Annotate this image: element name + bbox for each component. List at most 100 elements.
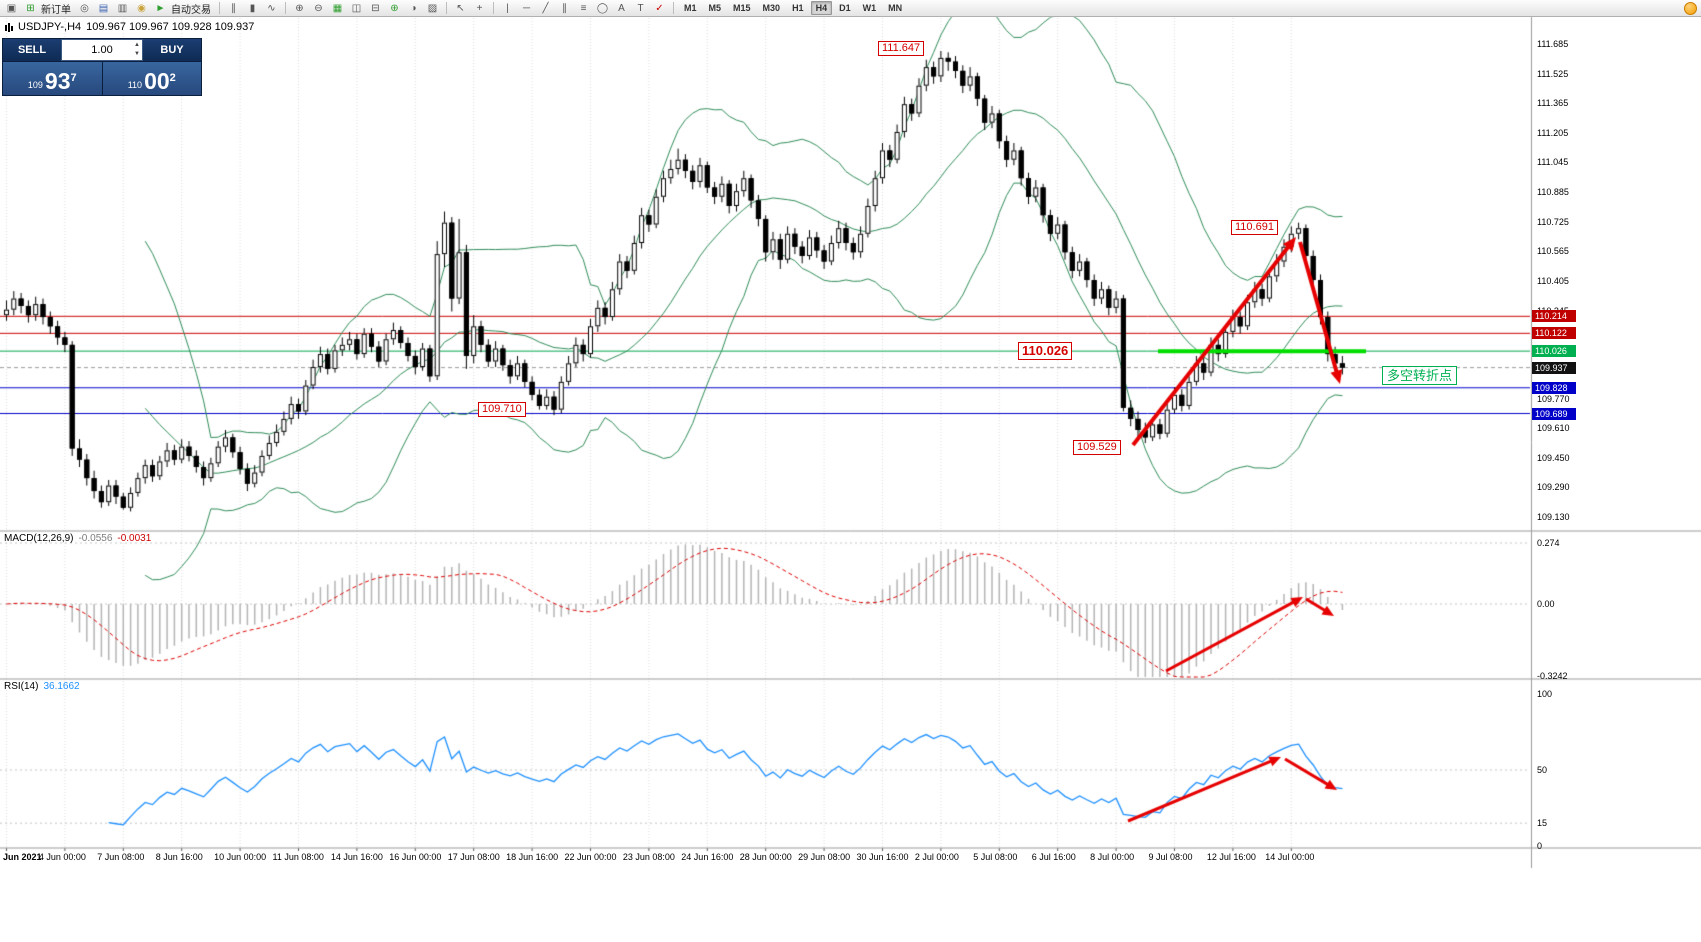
autotrading-button[interactable]: ► [155, 2, 166, 14]
fibonacci-icon[interactable]: ≡ [580, 2, 587, 14]
toolbar-separator [285, 2, 286, 14]
notification-icon[interactable] [1684, 1, 1697, 15]
price-tick: 110.405 [1537, 275, 1569, 286]
timeframe-d1[interactable]: D1 [839, 3, 851, 13]
price-annotation[interactable]: 111.647 [878, 41, 925, 56]
timeframe-m30[interactable]: M30 [762, 3, 781, 13]
macd-scale-tick: 0.274 [1537, 538, 1560, 548]
timeframe-h1[interactable]: H1 [792, 3, 804, 13]
time-tick: 8 Jun 16:00 [155, 852, 203, 862]
zoom-out-icon[interactable]: ⊖ [314, 2, 323, 14]
chart-ohlc-header: USDJPY-,H4 109.967 109.967 109.928 109.9… [4, 21, 254, 33]
price-tick: 110.725 [1537, 216, 1569, 227]
arrows-tool-icon[interactable]: ✓ [655, 2, 664, 14]
time-tick: 30 Jun 16:00 [856, 852, 909, 862]
time-tick: Jun 2021 [3, 852, 42, 862]
turning-point-label[interactable]: 多空转折点 [1382, 366, 1458, 385]
sell-price-prefix: 109 [27, 80, 43, 90]
price-annotation[interactable]: 110.691 [1231, 220, 1278, 235]
sell-button[interactable]: SELL [3, 39, 61, 61]
data-window-icon[interactable]: ▥ [117, 2, 128, 14]
compass-icon[interactable]: ◎ [80, 2, 89, 14]
buy-price-display[interactable]: 110 00 2 [102, 62, 201, 95]
volume-input[interactable] [74, 43, 130, 57]
crosshair-icon[interactable]: + [476, 2, 483, 14]
macd-scale-tick: -0.3242 [1537, 671, 1568, 682]
candlestick-chart-icon[interactable]: ▮ [249, 2, 256, 14]
time-tick: 2 Jul 00:00 [914, 852, 959, 862]
toolbar-buttons: ▣ ⊞ 新订单 ◎ ▤ ▥ ◉ ► 自动交易 ∥ ▮ ∿ ⊕ ⊖ ▦ ◫ ⊟ ⊕ ◑ ▨ ↖ + | ─ ╱ ∥ ≡ ◯ A T ✓ [2, 0, 678, 16]
price-tick: 111.365 [1537, 98, 1569, 109]
timeframe-w1[interactable]: W1 [862, 3, 877, 13]
time-tick: 18 Jun 16:00 [506, 852, 559, 862]
timeframe-mn[interactable]: MN [888, 3, 903, 13]
label-icon[interactable]: T [637, 2, 644, 14]
timeframe-m15[interactable]: M15 [733, 3, 751, 13]
timeframe-buttons: M1 M5 M15 M30 H1 H4 D1 W1 MN [678, 0, 908, 16]
time-tick: 17 Jun 08:00 [447, 852, 500, 862]
time-tick: 12 Jul 16:00 [1206, 852, 1256, 862]
sell-price-display[interactable]: 109 93 7 [3, 62, 103, 95]
text-icon[interactable]: A [618, 2, 625, 14]
time-tick: 22 Jun 00:00 [564, 852, 617, 862]
buy-button[interactable]: BUY [143, 39, 201, 61]
rsi-scale-tick: 0 [1537, 841, 1543, 851]
sell-price-big: 93 [44, 68, 71, 94]
cursor-icon[interactable]: ↖ [456, 2, 465, 14]
shapes-icon[interactable]: ◯ [596, 2, 609, 14]
arrange-windows-icon[interactable]: ⊟ [371, 2, 380, 14]
price-annotation[interactable]: 110.026 [1018, 342, 1073, 360]
trendline-icon[interactable]: ╱ [542, 2, 549, 14]
buy-price-big: 00 [144, 68, 170, 94]
volume-field: ▲▼ [61, 39, 143, 61]
price-tick: 109.290 [1537, 482, 1570, 493]
market-watch-icon[interactable]: ▤ [98, 2, 109, 14]
tile-windows-icon[interactable]: ▦ [332, 2, 343, 14]
toolbar-right [1684, 1, 1701, 15]
new-order-button-label[interactable]: 新订单 [41, 4, 71, 16]
cascade-windows-icon[interactable]: ◫ [351, 2, 362, 14]
price-level-box: 110.214 [1532, 310, 1576, 323]
toolbar-separator [219, 2, 220, 14]
time-tick: 7 Jun 08:00 [97, 852, 145, 862]
autotrading-button-label[interactable]: 自动交易 [171, 4, 211, 16]
price-level-box: 109.828 [1532, 381, 1576, 394]
sell-price-sup: 7 [70, 72, 77, 84]
time-tick: 14 Jun 16:00 [330, 852, 383, 862]
price-level-box: 110.122 [1532, 327, 1576, 340]
zoom-in-icon[interactable]: ⊕ [295, 2, 304, 14]
line-chart-icon[interactable]: ∿ [267, 2, 276, 14]
buy-price-sup: 2 [169, 72, 176, 84]
new-chart-icon[interactable]: ▣ [6, 2, 17, 14]
volume-stepper[interactable]: ▲ ▼ [134, 42, 140, 57]
timeframe-m1[interactable]: M1 [684, 3, 697, 13]
timeframe-h4[interactable]: H4 [810, 1, 833, 15]
ohlc-values: 109.967 109.967 109.928 109.937 [86, 21, 255, 33]
new-order-button[interactable]: ⊞ [26, 2, 35, 14]
time-tick: 4 Jun 00:00 [38, 852, 86, 862]
channel-icon[interactable]: ∥ [562, 2, 567, 14]
price-annotation[interactable]: 109.710 [478, 402, 526, 417]
time-tick: 23 Jun 08:00 [622, 852, 675, 862]
toolbar-separator [446, 2, 447, 14]
vertical-line-icon[interactable]: | [506, 2, 509, 14]
navigator-icon[interactable]: ◉ [137, 2, 146, 14]
time-tick: 10 Jun 00:00 [214, 852, 267, 862]
templates-icon[interactable]: ▨ [427, 2, 438, 14]
time-tick: 29 Jun 08:00 [798, 852, 851, 862]
toolbar: ▣ ⊞ 新订单 ◎ ▤ ▥ ◉ ► 自动交易 ∥ ▮ ∿ ⊕ ⊖ ▦ ◫ ⊟ ⊕ ◑ ▨ ↖ + | ─ ╱ ∥ ≡ ◯ A T ✓ M1 M… [0, 0, 1701, 17]
bar-chart-icon[interactable]: ∥ [231, 2, 236, 14]
price-tick: 109.450 [1537, 452, 1570, 463]
price-level-box: 109.689 [1532, 407, 1576, 420]
horizontal-line-icon[interactable]: ─ [522, 2, 531, 14]
time-tick: 8 Jul 00:00 [1090, 852, 1135, 862]
price-annotation[interactable]: 109.529 [1073, 440, 1121, 455]
time-tick: 9 Jul 08:00 [1148, 852, 1193, 862]
timeframe-m5[interactable]: M5 [708, 3, 722, 13]
time-tick: 11 Jun 08:00 [272, 852, 324, 862]
indicators-icon[interactable]: ⊕ [390, 2, 399, 14]
price-tick: 110.885 [1537, 187, 1569, 198]
macd-scale-tick: 0.00 [1537, 599, 1555, 609]
periods-icon[interactable]: ◑ [410, 2, 417, 14]
